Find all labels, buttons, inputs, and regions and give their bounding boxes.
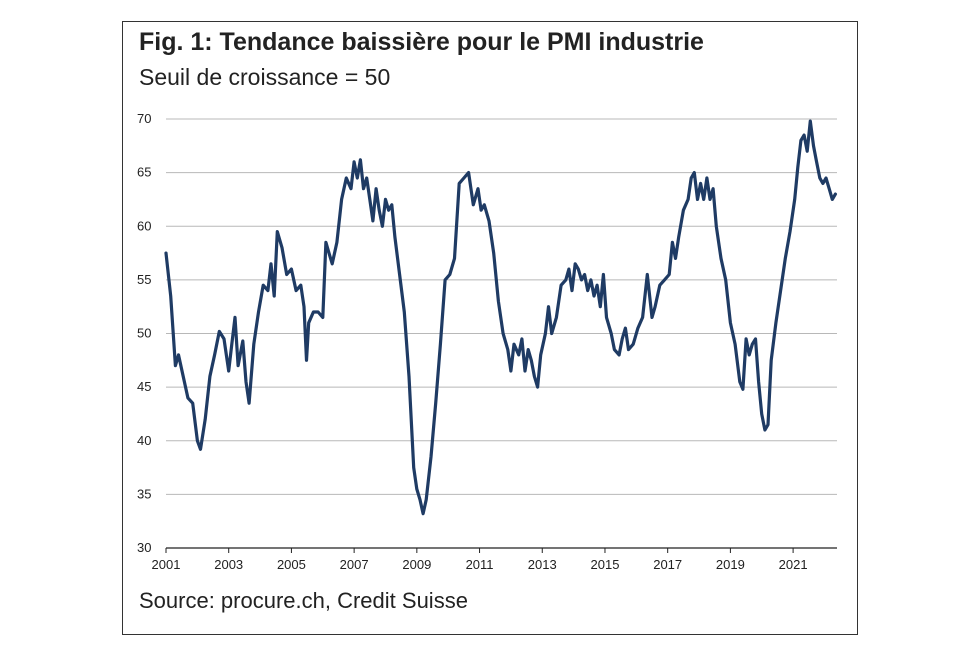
x-tick-label: 2019 <box>716 557 745 572</box>
x-tick-label: 2015 <box>591 557 620 572</box>
y-tick-label: 35 <box>137 486 151 501</box>
x-tick-label: 2011 <box>466 557 494 572</box>
series-layer <box>164 119 837 516</box>
y-tick-label: 50 <box>137 326 151 341</box>
x-tick-label: 2005 <box>277 557 306 572</box>
x-tick-label: 2001 <box>152 557 181 572</box>
gridlines <box>165 118 837 553</box>
y-tick-label: 40 <box>137 433 151 448</box>
y-tick-label: 45 <box>137 379 151 394</box>
x-tick-label: 2009 <box>402 557 431 572</box>
y-tick-label: 70 <box>137 111 151 126</box>
x-tick-label: 2013 <box>528 557 557 572</box>
x-tick-label: 2007 <box>340 557 369 572</box>
y-tick-labels: 30 35 40 45 50 55 60 65 70 <box>137 111 151 555</box>
y-tick-label: 55 <box>137 272 151 287</box>
chart-title: Fig. 1: Tendance baissière pour le PMI i… <box>139 28 704 56</box>
pmi-series-line <box>164 119 837 516</box>
y-tick-label: 65 <box>137 165 151 180</box>
x-tick-label: 2017 <box>653 557 682 572</box>
chart-subtitle: Seuil de croissance = 50 <box>139 64 391 90</box>
x-tick-labels: 2001 2003 2005 2007 2009 2011 2013 2015 2017 2019… <box>152 557 808 572</box>
source-note: Source: procure.ch, Credit Suisse <box>139 588 468 613</box>
y-tick-label: 60 <box>137 218 151 233</box>
chart-frame <box>122 21 858 635</box>
x-tick-label: 2021 <box>779 557 808 572</box>
y-tick-label: 30 <box>137 540 151 555</box>
x-tick-label: 2003 <box>214 557 243 572</box>
